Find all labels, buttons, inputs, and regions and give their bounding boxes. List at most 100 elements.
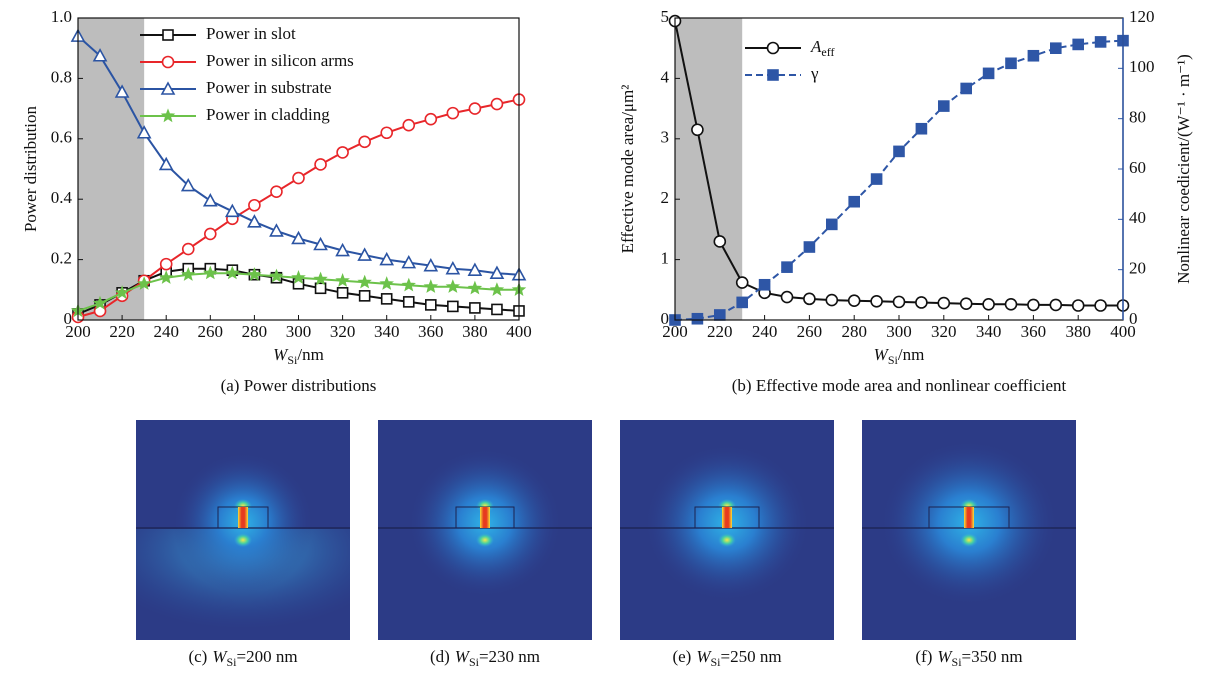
- hot-bottom: [960, 533, 978, 547]
- y-tick-label: 4: [661, 67, 670, 86]
- x-tick-label: 280: [841, 322, 867, 341]
- marker: [359, 136, 370, 147]
- marker: [849, 295, 860, 306]
- y-tick-label: 0.6: [51, 128, 72, 147]
- y-tick-label: 0.4: [51, 188, 73, 207]
- hot-bottom: [476, 533, 494, 547]
- x-axis-label: WSi/nm: [273, 345, 324, 367]
- marker: [984, 68, 994, 78]
- x-tick-label: 340: [374, 322, 400, 341]
- y2-tick-label: 60: [1129, 158, 1146, 177]
- marker: [760, 280, 770, 290]
- marker: [871, 296, 882, 307]
- marker: [1073, 39, 1083, 49]
- marker: [95, 305, 106, 316]
- marker: [1050, 299, 1061, 310]
- marker: [916, 297, 927, 308]
- marker: [1028, 299, 1039, 310]
- marker: [447, 280, 459, 292]
- field-image: [136, 420, 350, 640]
- marker: [163, 57, 174, 68]
- marker: [183, 244, 194, 255]
- marker: [737, 277, 748, 288]
- hot-bottom: [234, 533, 252, 547]
- marker: [983, 299, 994, 310]
- marker: [205, 228, 216, 239]
- x-tick-label: 400: [506, 322, 532, 341]
- y-tick-label: 5: [661, 7, 670, 26]
- label-part: =230 nm: [479, 647, 540, 666]
- marker: [916, 124, 926, 134]
- marker: [338, 288, 348, 298]
- field-image: [620, 420, 834, 640]
- x-tick-label: 360: [1021, 322, 1047, 341]
- y-axis-label: Effective mode area/μm²: [618, 85, 637, 254]
- marker: [382, 294, 392, 304]
- marker: [849, 197, 859, 207]
- marker: [737, 297, 747, 307]
- marker: [768, 70, 778, 80]
- marker: [336, 274, 348, 286]
- marker: [204, 195, 216, 206]
- marker: [316, 283, 326, 293]
- marker: [782, 292, 793, 303]
- marker: [939, 101, 949, 111]
- y-tick-label: 1.0: [51, 7, 72, 26]
- x-tick-label: 240: [153, 322, 179, 341]
- marker: [315, 159, 326, 170]
- x-tick-label: 320: [330, 322, 356, 341]
- y-tick-label: 3: [661, 128, 670, 147]
- marker: [1096, 37, 1106, 47]
- x-tick-label: 360: [418, 322, 444, 341]
- marker: [381, 127, 392, 138]
- x-tick-label: 260: [797, 322, 823, 341]
- slot: [238, 507, 248, 528]
- marker: [381, 277, 393, 289]
- label-part: (f): [915, 647, 932, 666]
- marker: [360, 291, 370, 301]
- marker: [768, 43, 779, 54]
- marker: [1006, 58, 1016, 68]
- marker: [426, 300, 436, 310]
- y-tick-label: 0.2: [51, 249, 72, 268]
- image-caption: (e)WSi=250 nm: [672, 647, 781, 669]
- x-tick-label: 300: [886, 322, 912, 341]
- image-caption: (d)WSi=230 nm: [430, 647, 540, 669]
- marker: [249, 200, 260, 211]
- marker: [804, 293, 815, 304]
- field-image: [378, 420, 592, 640]
- label-part: =250 nm: [721, 647, 782, 666]
- image-caption: (c)WSi=200 nm: [188, 647, 297, 669]
- x-tick-label: 260: [198, 322, 224, 341]
- marker: [162, 110, 174, 122]
- marker: [448, 301, 458, 311]
- x-tick-label: 300: [286, 322, 312, 341]
- marker: [470, 303, 480, 313]
- marker: [1073, 300, 1084, 311]
- x-tick-label: 280: [242, 322, 268, 341]
- shaded-region: [78, 18, 144, 320]
- shaded-region: [675, 18, 742, 320]
- label-part: =200 nm: [237, 647, 298, 666]
- marker: [163, 30, 173, 40]
- field-image: [862, 420, 1076, 640]
- marker: [404, 297, 414, 307]
- y2-axis-label: Nonlinear coedicient/(W⁻¹ · m⁻¹): [1174, 54, 1193, 284]
- marker: [872, 174, 882, 184]
- marker: [359, 276, 371, 288]
- marker: [425, 114, 436, 125]
- y-tick-label: 0: [64, 309, 73, 328]
- hot-bottom: [718, 533, 736, 547]
- marker: [782, 262, 792, 272]
- x-tick-label: 240: [752, 322, 778, 341]
- marker: [270, 225, 282, 236]
- marker: [826, 295, 837, 306]
- y-tick-label: 0.8: [51, 67, 72, 86]
- marker: [491, 99, 502, 110]
- legend-label: γ: [810, 64, 819, 83]
- y2-tick-label: 100: [1129, 57, 1155, 76]
- slot: [964, 507, 974, 528]
- marker: [961, 83, 971, 93]
- label-part: /nm: [297, 345, 323, 364]
- marker: [469, 103, 480, 114]
